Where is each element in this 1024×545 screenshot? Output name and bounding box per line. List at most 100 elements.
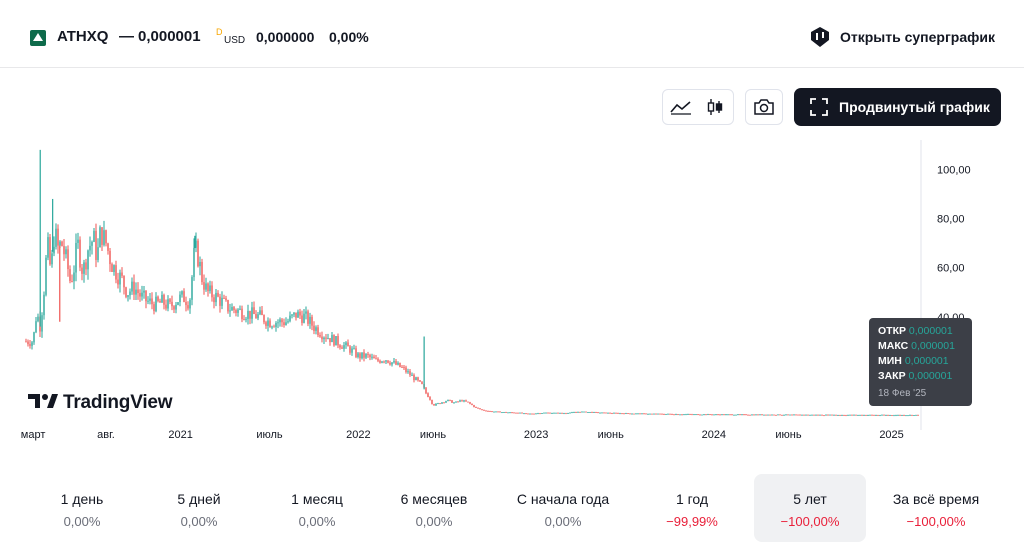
candle-body xyxy=(73,272,75,282)
candle-body xyxy=(377,358,379,361)
price-change: 0,000000 xyxy=(256,29,315,45)
candle-body xyxy=(803,414,805,416)
x-tick-label: 2021 xyxy=(168,429,192,441)
open-supergraph-link[interactable]: Открыть суперграфик xyxy=(840,29,996,45)
symbol-header: ATHXQ — 0,000001 D USD 0,000000 0,00% От… xyxy=(0,0,1024,68)
candlestick-chart-button[interactable] xyxy=(701,94,729,120)
fullscreen-icon xyxy=(810,98,828,116)
candle-body xyxy=(71,281,73,283)
candle-body xyxy=(351,348,353,353)
candle-body xyxy=(593,411,595,413)
candle-body xyxy=(561,412,563,414)
candle-body xyxy=(739,414,741,416)
tradingview-logo-icon xyxy=(28,394,58,408)
candle-body xyxy=(721,414,723,416)
candle-body xyxy=(65,249,67,255)
candle-body xyxy=(161,294,163,303)
period-all-time[interactable]: За всё время −100,00% xyxy=(880,474,992,542)
candle-body xyxy=(697,414,699,416)
period-5-days[interactable]: 5 дней 0,00% xyxy=(143,474,255,542)
candle-body xyxy=(287,321,289,323)
price-chart[interactable]: 100,0080,0060,0040,00мартавг.2021июль202… xyxy=(0,140,1024,450)
candle-body xyxy=(369,354,371,358)
candle-body xyxy=(917,414,919,416)
candle-body xyxy=(563,413,565,415)
candle-body xyxy=(83,262,85,274)
period-label: 5 дней xyxy=(177,491,221,507)
candle-body xyxy=(199,261,201,267)
candle-body xyxy=(275,322,277,327)
candle-body xyxy=(283,322,285,326)
candle-body xyxy=(669,413,671,415)
period-1-month[interactable]: 1 месяц 0,00% xyxy=(261,474,373,542)
candle-body xyxy=(453,402,455,404)
candle-body xyxy=(817,414,819,416)
candle-body xyxy=(401,366,403,368)
candle-body xyxy=(133,281,135,295)
period-1-year[interactable]: 1 год −99,99% xyxy=(636,474,748,542)
candle-body xyxy=(361,352,363,359)
candle-body xyxy=(489,410,491,412)
line-chart-button[interactable] xyxy=(667,94,695,120)
candle-body xyxy=(555,412,557,414)
candle-body xyxy=(77,239,79,243)
y-tick-label: 80,00 xyxy=(937,214,965,226)
candle-body xyxy=(299,311,301,316)
candle-body xyxy=(859,414,861,416)
candle-body xyxy=(483,409,485,411)
tradingview-watermark[interactable]: TradingView xyxy=(28,390,198,416)
candle-body xyxy=(887,414,889,416)
candle-body xyxy=(217,292,219,297)
candle-body xyxy=(375,358,377,360)
candle-body xyxy=(465,400,467,402)
screenshot-button[interactable] xyxy=(745,89,783,125)
candle-body xyxy=(259,310,261,315)
candle-body xyxy=(547,412,549,414)
advanced-chart-button[interactable]: Продвинутый график xyxy=(794,88,1001,126)
candle-body xyxy=(671,413,673,415)
candle-body xyxy=(625,413,627,415)
candle-body xyxy=(541,412,543,414)
candle-body xyxy=(35,321,37,333)
candle-body xyxy=(149,298,151,301)
candle-body xyxy=(209,285,211,292)
candle-body xyxy=(525,413,527,415)
candle-body xyxy=(793,414,795,416)
period-label: 1 год xyxy=(675,491,709,507)
candle-body xyxy=(429,397,431,400)
candle-body xyxy=(521,412,523,414)
candle-body xyxy=(57,228,59,246)
candle-body xyxy=(25,341,27,343)
candle-body xyxy=(549,412,551,414)
candle-body xyxy=(383,361,385,363)
candle-body xyxy=(207,283,209,292)
candle-body xyxy=(559,412,561,414)
candle-body xyxy=(577,411,579,413)
candle-body xyxy=(477,407,479,409)
candle-body xyxy=(735,414,737,416)
candle-body xyxy=(31,342,33,346)
ticker-symbol[interactable]: ATHXQ xyxy=(57,28,109,45)
candle-body xyxy=(311,316,313,326)
period-1-day[interactable]: 1 день 0,00% xyxy=(26,474,138,542)
candle-body xyxy=(67,249,69,270)
candle-body xyxy=(125,287,127,297)
candle-body xyxy=(509,412,511,414)
period-ytd[interactable]: С начала года 0,00% xyxy=(507,474,619,542)
candle-body xyxy=(565,413,567,415)
candle-body xyxy=(823,415,825,417)
x-tick-label: 2024 xyxy=(702,429,726,441)
candle-body xyxy=(343,345,345,349)
candle-body xyxy=(461,400,463,402)
candle-body xyxy=(213,297,215,303)
price-change-percent: 0,00% xyxy=(329,29,369,45)
period-5-years[interactable]: 5 лет −100,00% xyxy=(754,474,866,542)
candle-body xyxy=(181,291,183,295)
candle-body xyxy=(79,239,81,268)
candle-body xyxy=(295,312,297,318)
candle-body xyxy=(815,414,817,416)
candle-body xyxy=(821,414,823,416)
period-6-months[interactable]: 6 месяцев 0,00% xyxy=(378,474,490,542)
period-label: 1 месяц xyxy=(291,491,343,507)
supergraph-icon[interactable] xyxy=(808,25,832,49)
